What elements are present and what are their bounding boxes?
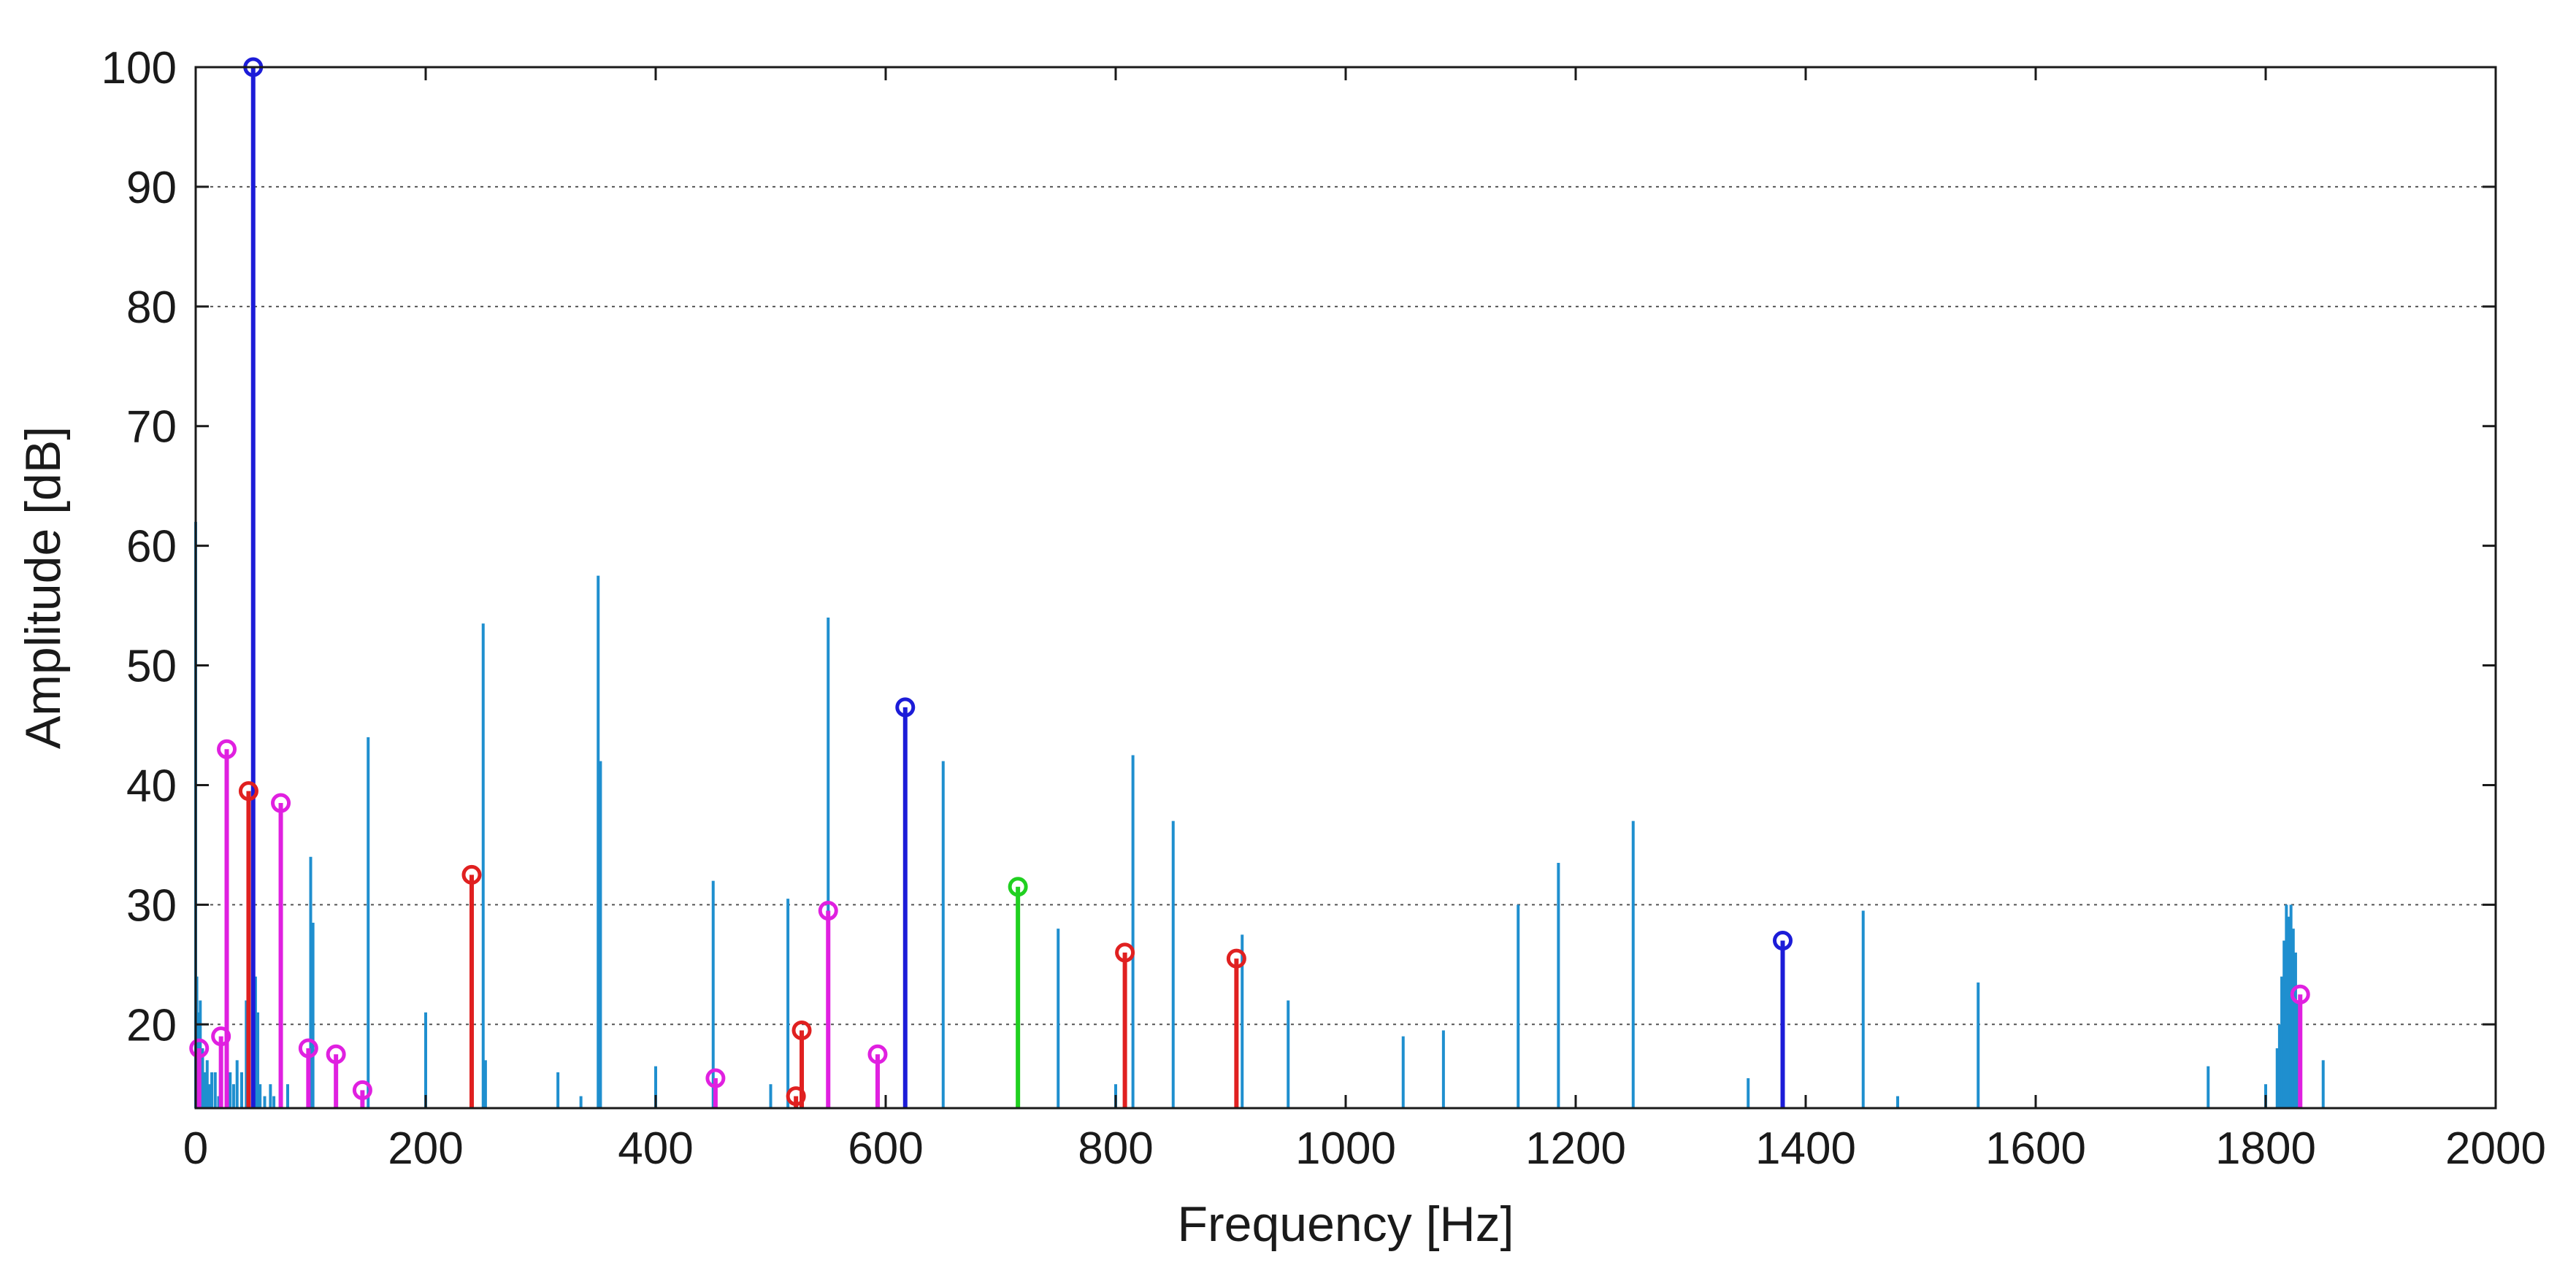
x-tick-label: 200 bbox=[388, 1123, 463, 1174]
stem-marker bbox=[867, 1044, 888, 1064]
grid-lines bbox=[196, 185, 2496, 1026]
stem-marker bbox=[1008, 877, 1028, 897]
x-tick-label: 1600 bbox=[1985, 1123, 2086, 1174]
y-tick-label: 80 bbox=[126, 283, 177, 333]
x-tick-label: 0 bbox=[183, 1123, 208, 1174]
y-axis-label: Amplitude [dB] bbox=[15, 426, 71, 749]
stem-marker bbox=[189, 1038, 210, 1058]
x-tick-label: 1400 bbox=[1755, 1123, 1856, 1174]
x-tick-label: 1800 bbox=[2215, 1123, 2316, 1174]
x-tick-label: 600 bbox=[848, 1123, 923, 1174]
y-tick-label: 60 bbox=[126, 522, 177, 572]
stem-marker bbox=[298, 1038, 318, 1058]
y-tick-label: 50 bbox=[126, 642, 177, 692]
stem-marker bbox=[326, 1044, 346, 1064]
stem-marker bbox=[1773, 931, 1793, 951]
stem-marker bbox=[786, 1086, 806, 1107]
stem-marker bbox=[2290, 984, 2310, 1004]
stem-marker bbox=[271, 793, 291, 813]
x-tick-label: 2000 bbox=[2445, 1123, 2546, 1174]
stem-marker bbox=[895, 697, 916, 718]
series-0 bbox=[194, 521, 2325, 1108]
y-tick-label: 40 bbox=[126, 761, 177, 811]
axis-ticks: 0 200 400 600 800 1000 1200 1400 1600 1800 2000 20 3… bbox=[101, 43, 2546, 1174]
stem-marker bbox=[818, 901, 838, 921]
data-stems bbox=[189, 57, 2325, 1108]
series-2 bbox=[238, 781, 1246, 1108]
stem-marker bbox=[1115, 942, 1135, 963]
stem-marker bbox=[791, 1020, 812, 1040]
y-tick-label: 20 bbox=[126, 1000, 177, 1050]
y-tick-label: 100 bbox=[101, 43, 177, 93]
x-tick-label: 400 bbox=[618, 1123, 693, 1174]
x-tick-label: 1200 bbox=[1525, 1123, 1626, 1174]
y-tick-label: 90 bbox=[126, 163, 177, 213]
y-tick-label: 30 bbox=[126, 880, 177, 931]
stem-marker bbox=[217, 739, 237, 759]
stem-marker bbox=[211, 1026, 231, 1047]
x-tick-label: 800 bbox=[1078, 1123, 1153, 1174]
stem-marker bbox=[461, 864, 482, 885]
stem-marker bbox=[705, 1068, 726, 1088]
y-tick-label: 70 bbox=[126, 402, 177, 453]
x-tick-label: 1000 bbox=[1295, 1123, 1396, 1174]
series-3 bbox=[189, 739, 2310, 1108]
stem-marker bbox=[1226, 948, 1246, 969]
plot-frame bbox=[194, 66, 2497, 1110]
series-4 bbox=[1008, 877, 1028, 1108]
stem-marker bbox=[352, 1080, 372, 1100]
stem-marker bbox=[238, 781, 258, 802]
x-axis-label: Frequency [Hz] bbox=[1177, 1196, 1514, 1252]
